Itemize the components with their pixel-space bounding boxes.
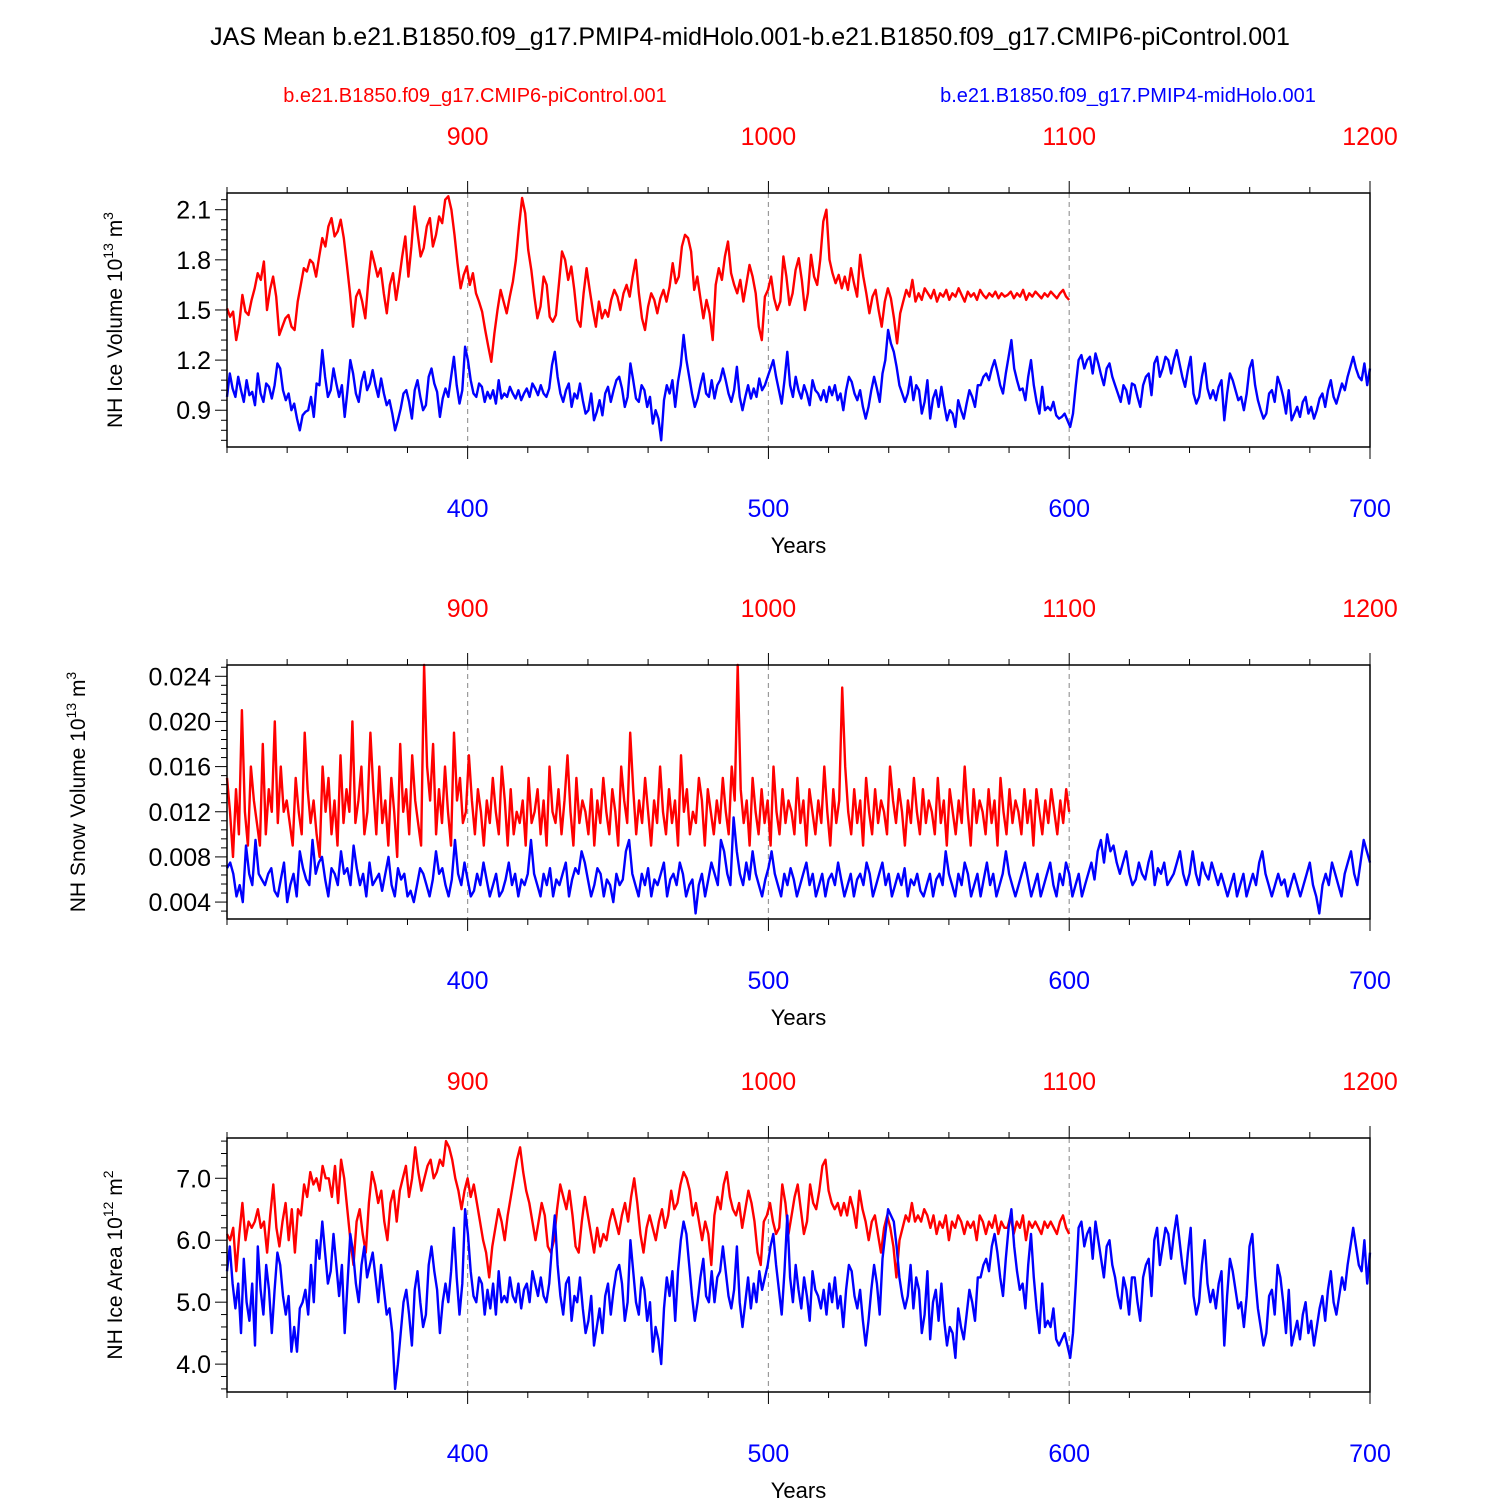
y-axis-label: NH Snow Volume 1013 m3 — [63, 672, 90, 913]
y-tick-label: 7.0 — [176, 1165, 211, 1193]
x-axis-label: Years — [771, 533, 826, 558]
x-tick-label-top: 900 — [447, 123, 489, 151]
x-tick-label-top: 1200 — [1342, 123, 1398, 151]
x-tick-label-bottom: 700 — [1349, 495, 1391, 523]
series-line-midholo — [225, 1207, 1372, 1391]
panels: 400 500 600 700 900 1000 1100 1200 0.9 1.2 1.5 1.8 2… — [63, 123, 1398, 1500]
x-tick-label-bottom: 500 — [748, 1440, 790, 1468]
y-tick-label: 1.5 — [176, 297, 211, 325]
series-line-midholo — [225, 816, 1372, 915]
y-tick-label: 6.0 — [176, 1227, 211, 1255]
y-tick-label: 0.008 — [148, 844, 211, 872]
y-tick-label: 5.0 — [176, 1289, 211, 1317]
y-tick-label: 0.012 — [148, 799, 211, 827]
series-line-midholo — [225, 328, 1372, 442]
y-tick-label: 0.020 — [148, 708, 211, 736]
legend-red-label: b.e21.B1850.f09_g17.CMIP6-piControl.001 — [283, 85, 667, 107]
y-axis-label: NH Ice Volume 1013 m3 — [100, 212, 127, 428]
chart-panel-3: 400 500 600 700 900 1000 1100 1200 4.0 5.0 6.0 7.0 N… — [100, 1068, 1398, 1500]
x-tick-label-bottom: 500 — [748, 967, 790, 995]
x-tick-label-bottom: 600 — [1048, 1440, 1090, 1468]
series-line-picontrol — [225, 1139, 1071, 1279]
y-tick-label: 0.004 — [148, 889, 211, 917]
y-tick-label: 0.016 — [148, 754, 211, 782]
x-tick-label-top: 1000 — [741, 595, 797, 623]
y-tick-label: 1.8 — [176, 247, 211, 275]
plot-frame — [226, 664, 1371, 920]
y-tick-label: 1.2 — [176, 347, 211, 375]
x-tick-label-bottom: 600 — [1048, 967, 1090, 995]
x-axis-label: Years — [771, 1478, 826, 1500]
y-tick-label: 2.1 — [176, 197, 211, 225]
x-tick-label-bottom: 400 — [447, 967, 489, 995]
series-line-picontrol — [225, 663, 1071, 859]
x-tick-label-bottom: 400 — [447, 1440, 489, 1468]
chart-panel-2: 400 500 600 700 900 1000 1100 1200 0.004 0.008 0.0… — [63, 595, 1398, 1030]
x-tick-label-bottom: 400 — [447, 495, 489, 523]
x-tick-label-top: 1100 — [1042, 595, 1096, 623]
x-tick-label-top: 1000 — [741, 123, 797, 151]
y-tick-label: 0.9 — [176, 397, 211, 425]
series-line-picontrol — [225, 195, 1071, 363]
x-tick-label-top: 1100 — [1042, 123, 1096, 151]
x-tick-label-top: 900 — [447, 1068, 489, 1096]
x-tick-label-bottom: 600 — [1048, 495, 1090, 523]
y-axis-label: NH Ice Area 1012 m2 — [100, 1170, 127, 1359]
plot-frame — [226, 192, 1371, 448]
x-tick-label-bottom: 700 — [1349, 1440, 1391, 1468]
x-tick-label-top: 1100 — [1042, 1068, 1096, 1096]
x-tick-label-top: 900 — [447, 595, 489, 623]
legend-blue-label: b.e21.B1850.f09_g17.PMIP4-midHolo.001 — [940, 85, 1316, 107]
x-tick-label-bottom: 700 — [1349, 967, 1391, 995]
x-axis-label: Years — [771, 1005, 826, 1030]
y-tick-label: 4.0 — [176, 1351, 211, 1379]
x-tick-label-top: 1200 — [1342, 1068, 1398, 1096]
x-tick-label-top: 1200 — [1342, 595, 1398, 623]
x-tick-label-bottom: 500 — [748, 495, 790, 523]
chart-panel-1: 400 500 600 700 900 1000 1100 1200 0.9 1.2 1.5 1.8 2… — [100, 123, 1398, 558]
figure-title: JAS Mean b.e21.B1850.f09_g17.PMIP4-midHo… — [210, 23, 1290, 51]
y-tick-label: 0.024 — [148, 663, 211, 691]
x-tick-label-top: 1000 — [741, 1068, 797, 1096]
